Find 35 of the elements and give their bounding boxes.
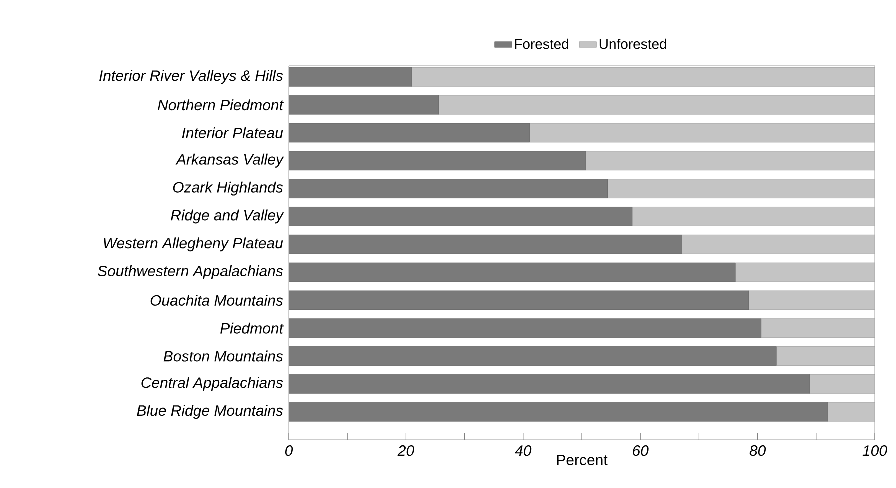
y-tick-label: Interior Plateau (182, 127, 284, 138)
y-tick-label: Ozark Highlands (173, 182, 284, 196)
x-tick-label: 40 (515, 446, 532, 456)
bar (748, 290, 876, 310)
bar (810, 374, 876, 394)
bar (412, 67, 876, 87)
x-tick-label: 0 (285, 446, 294, 456)
bar (608, 179, 876, 198)
bar (776, 346, 876, 366)
x-tick-label: 100 (862, 446, 888, 456)
y-tick-label: Piedmont (220, 322, 284, 334)
y-tick-label: Arkansas Valley (176, 154, 284, 168)
y-tick-label: Ridge and Valley (171, 210, 284, 224)
y-tick-label: Boston Mountains (164, 350, 284, 362)
legend-label: Unforested (600, 38, 666, 50)
y-tick-label: Interior River Valleys & Hills (100, 70, 284, 84)
x-tick-label: 20 (398, 446, 414, 456)
bar (761, 318, 876, 338)
bar (682, 234, 876, 254)
y-tick-label: Ouachita Mountains (150, 294, 284, 306)
bar (586, 151, 876, 171)
legend-label: Forested (515, 38, 568, 50)
bar (828, 402, 876, 422)
bar (632, 207, 876, 226)
bar (438, 95, 876, 115)
x-tick-label: 60 (633, 446, 649, 456)
bar (735, 262, 876, 282)
x-tick-label: 80 (750, 446, 766, 456)
bar (530, 123, 876, 143)
y-tick-label: Southwestern Appalachians (98, 266, 284, 280)
y-tick-label: Blue Ridge Mountains (137, 405, 284, 420)
y-tick-label: Central Appalachians (142, 377, 284, 392)
y-tick-label: Northern Piedmont (158, 100, 284, 111)
x-axis-title: Percent (557, 455, 608, 466)
y-tick-label: Western Allegheny Plateau (104, 238, 284, 252)
